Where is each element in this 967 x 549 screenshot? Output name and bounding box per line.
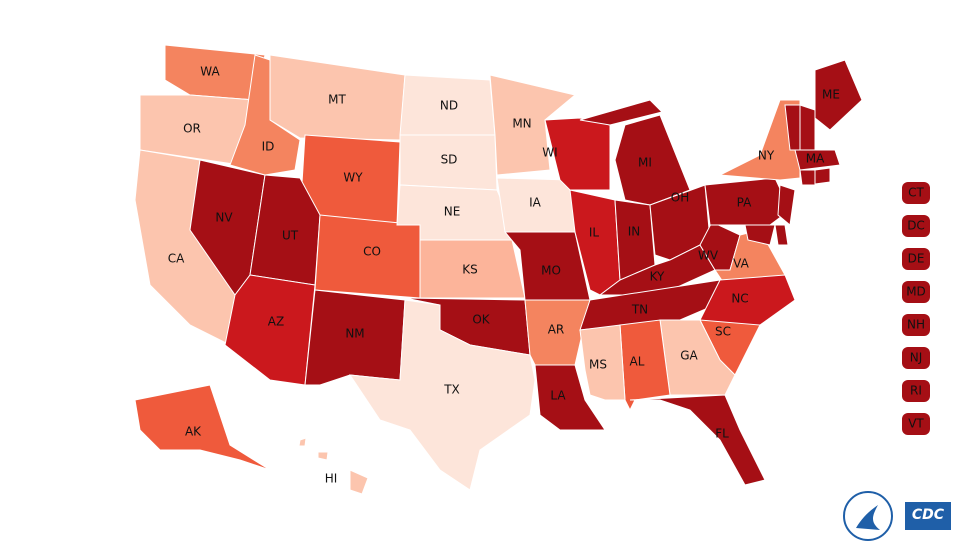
logo-text: CDC [912, 507, 945, 523]
state-shape [224, 274, 316, 386]
state-shape [744, 224, 776, 246]
small-state-boxes: CT DC DE MD NH NJ RI VT [902, 182, 930, 435]
state-label: VA [733, 257, 749, 271]
state-label: CA [168, 252, 185, 266]
state-shape [777, 184, 796, 226]
state-label: NH [907, 318, 925, 332]
state-shape [348, 299, 536, 491]
state-box [902, 248, 930, 270]
state-box [902, 281, 930, 303]
state-label: HI [325, 472, 338, 486]
state-label: DC [907, 219, 925, 233]
state-label: NJ [910, 351, 923, 365]
state-label: MN [512, 117, 531, 131]
state-label: PA [737, 196, 752, 210]
state-shape [718, 99, 801, 181]
state-label: MD [906, 285, 926, 299]
state-shape [629, 394, 766, 486]
state-label: IN [628, 225, 641, 239]
state-label: AZ [268, 315, 284, 329]
state-label: FL [715, 427, 729, 441]
state-label: AL [630, 355, 645, 369]
state-shape [799, 169, 816, 186]
state-label: NC [731, 292, 748, 306]
state-label: ME [822, 88, 840, 102]
state-label: AR [548, 323, 565, 337]
state-label: GA [680, 349, 698, 363]
state-label: LA [550, 389, 566, 403]
state-shape [534, 364, 606, 431]
state-label: SD [441, 153, 458, 167]
state-label: MA [806, 152, 825, 166]
state-label: OR [183, 122, 201, 136]
state-shape [489, 74, 577, 176]
state-label: CO [363, 245, 381, 259]
state-label: MT [328, 93, 346, 107]
state-label: MS [589, 358, 607, 372]
state-shape [774, 224, 789, 246]
state-label: DE [908, 252, 925, 266]
state-box [902, 413, 930, 435]
state-label: CT [908, 186, 924, 200]
state-shape [799, 104, 816, 151]
state-box [902, 314, 930, 336]
state-label: WI [542, 146, 557, 160]
state-label: ID [262, 140, 275, 154]
state-label: NV [215, 211, 233, 225]
state-box [902, 182, 930, 204]
state-label: ND [440, 99, 458, 113]
state-shape [544, 117, 611, 191]
state-label: OK [472, 313, 490, 327]
state-label: OH [671, 191, 689, 205]
state-label: IL [589, 226, 600, 240]
state-label: NY [758, 149, 775, 163]
state-label: KS [462, 263, 478, 277]
state-shape [298, 437, 307, 447]
state-label: NM [345, 327, 364, 341]
state-label: MO [541, 264, 561, 278]
state-label: WV [698, 249, 719, 263]
state-label: TN [631, 303, 648, 317]
state-label: RI [910, 384, 922, 398]
state-shape [134, 384, 271, 471]
state-shape [349, 469, 369, 495]
state-label: WA [200, 65, 220, 79]
state-shapes [134, 44, 863, 495]
state-box [902, 215, 930, 237]
state-label: AK [185, 425, 202, 439]
state-label: MI [638, 156, 652, 170]
state-shape [794, 149, 841, 171]
state-box [902, 380, 930, 402]
state-shape [704, 177, 791, 226]
state-box [902, 347, 930, 369]
state-label: TX [443, 383, 460, 397]
cdc-logo: CDC [905, 502, 951, 530]
state-shape [317, 451, 329, 461]
state-shape [579, 99, 663, 126]
state-label: NE [444, 205, 461, 219]
state-shape [784, 104, 801, 151]
hhs-logo [843, 491, 893, 541]
state-labels: WA OR CA NV ID MT WY UT CO AZ NM ND SD NE KS OK TX MN IA MO… [168, 65, 840, 486]
state-label: SC [715, 325, 731, 339]
state-label: VT [908, 417, 924, 431]
state-label: WY [343, 171, 363, 185]
state-label: IA [529, 196, 542, 210]
state-label: UT [282, 229, 299, 243]
state-shape [579, 324, 626, 401]
state-shape [579, 279, 721, 331]
state-label: KY [650, 270, 665, 284]
state-shape [814, 167, 831, 185]
